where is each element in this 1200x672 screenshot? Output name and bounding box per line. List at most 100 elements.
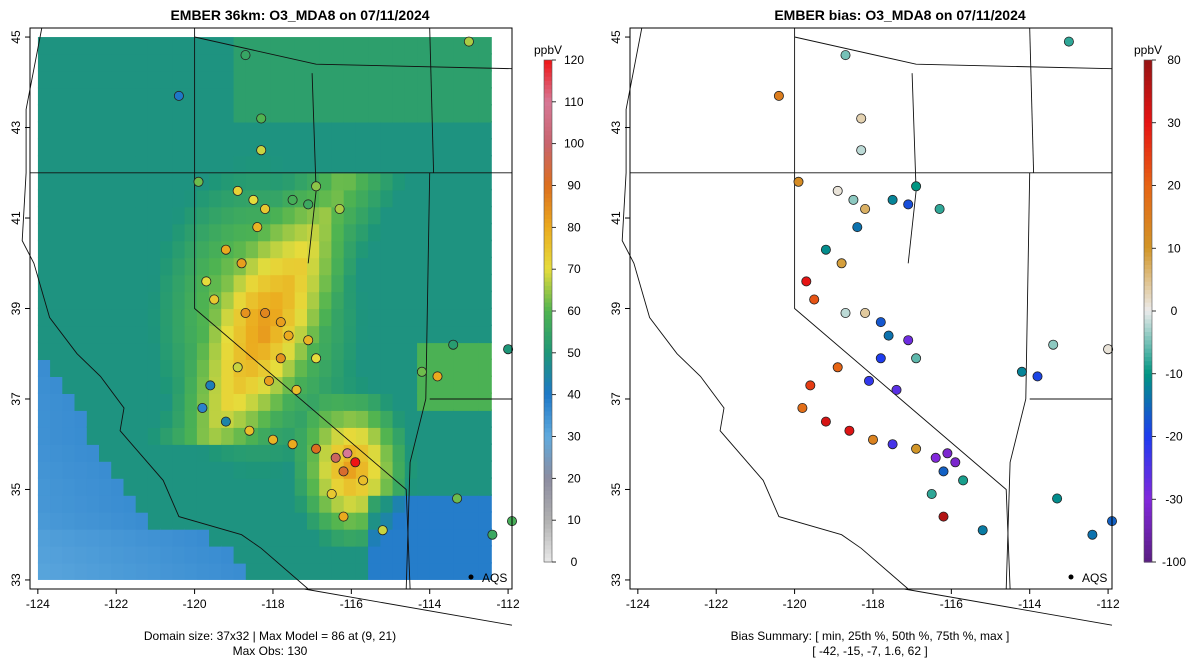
grid-cell [307, 392, 321, 411]
colorbar-segment [544, 198, 552, 203]
grid-cell [233, 426, 248, 445]
grid-cell [441, 545, 456, 564]
grid-cell [392, 222, 407, 242]
grid-cell [209, 358, 223, 377]
grid-cell [37, 188, 52, 208]
grid-cell [135, 222, 150, 242]
grid-cell [331, 562, 345, 581]
grid-cell [233, 528, 248, 547]
grid-cell [417, 392, 431, 411]
grid-cell [160, 341, 174, 360]
grid-cell [37, 409, 52, 428]
grid-cell [270, 290, 284, 310]
grid-cell [380, 324, 394, 344]
grid-cell [123, 460, 138, 479]
grid-cell [209, 443, 223, 462]
colorbar-segment [1144, 344, 1152, 350]
grid-cell [74, 121, 89, 140]
grid-cell [147, 511, 162, 530]
grid-cell [160, 358, 174, 377]
grid-cell [380, 494, 394, 513]
grid-cell [417, 87, 431, 106]
grid-cell [282, 562, 297, 581]
grid-cell [453, 290, 468, 310]
grid-cell [478, 121, 492, 140]
colorbar-segment [1144, 76, 1152, 82]
grid-cell [282, 290, 297, 310]
colorbar-tick-label: 10 [1167, 241, 1181, 255]
grid-cell [209, 341, 223, 360]
grid-cell [135, 477, 150, 496]
bias-point [911, 353, 922, 364]
x-tick-label: -118 [861, 597, 884, 611]
grid-cell [50, 528, 64, 547]
grid-cell [50, 392, 64, 411]
colorbar-segment [544, 294, 552, 300]
colorbar-segment [1144, 101, 1152, 107]
colorbar-segment [544, 511, 552, 517]
colorbar-segment [544, 160, 552, 166]
bias-point [856, 145, 867, 156]
grid-cell [184, 104, 199, 123]
grid-cell [86, 358, 101, 377]
bias-map-panel: EMBER bias: O3_MDA8 on 07/11/2024 -124 -1… [600, 0, 1200, 672]
grid-cell [331, 426, 345, 445]
grid-cell [172, 307, 186, 327]
grid-cell [368, 137, 382, 157]
grid-cell [209, 392, 223, 411]
grid-cell [294, 121, 309, 140]
grid-cell [86, 205, 101, 225]
grid-cell [307, 70, 321, 89]
grid-cell [441, 511, 456, 530]
grid-cell [160, 137, 174, 157]
grid-cell [184, 222, 199, 242]
grid-cell [282, 104, 297, 123]
grid-cell [441, 87, 456, 106]
grid-cell [245, 528, 260, 547]
grid-cell [380, 104, 394, 123]
grid-cell [99, 358, 113, 377]
grid-cell [392, 477, 407, 496]
grid-cell [172, 239, 186, 259]
state-border-line [1029, 27, 1035, 173]
grid-cell [270, 477, 284, 496]
grid-cell [86, 409, 101, 428]
grid-cell [380, 545, 394, 564]
grid-cell [111, 239, 125, 259]
grid-cell [453, 477, 468, 496]
grid-cell [86, 426, 101, 445]
colorbar-tick-label: 0 [1171, 304, 1178, 318]
grid-cell [380, 171, 394, 191]
colorbar-segment [1144, 256, 1152, 262]
grid-cell [172, 392, 186, 411]
grid-cell [417, 256, 431, 276]
grid-cell [343, 87, 358, 106]
colorbar-segment [1144, 302, 1152, 308]
grid-cell [111, 205, 125, 225]
grid-cell [99, 494, 113, 513]
grid-cell [147, 307, 162, 327]
grid-cell [196, 205, 211, 225]
grid-cell [478, 511, 492, 530]
grid-cell [404, 188, 419, 208]
colorbar-segment [544, 524, 552, 530]
colorbar-segment [544, 80, 552, 86]
grid-cell [221, 494, 235, 513]
grid-cell [147, 477, 162, 496]
grid-cell [307, 256, 321, 276]
colorbar-segment [544, 373, 552, 379]
colorbar-segment [544, 68, 552, 74]
bias-point [848, 194, 859, 205]
grid-cell [74, 36, 89, 55]
grid-cell [184, 494, 199, 513]
grid-cell [478, 222, 492, 242]
x-tick-label: -124 [26, 597, 50, 611]
grid-cell [441, 324, 456, 344]
grid-cell [196, 137, 211, 157]
grid-cell [478, 460, 492, 479]
grid-cell [147, 256, 162, 276]
grid-cell [147, 137, 162, 157]
grid-cell [466, 273, 480, 293]
grid-cell [123, 239, 138, 259]
colorbar-segment [544, 264, 552, 270]
